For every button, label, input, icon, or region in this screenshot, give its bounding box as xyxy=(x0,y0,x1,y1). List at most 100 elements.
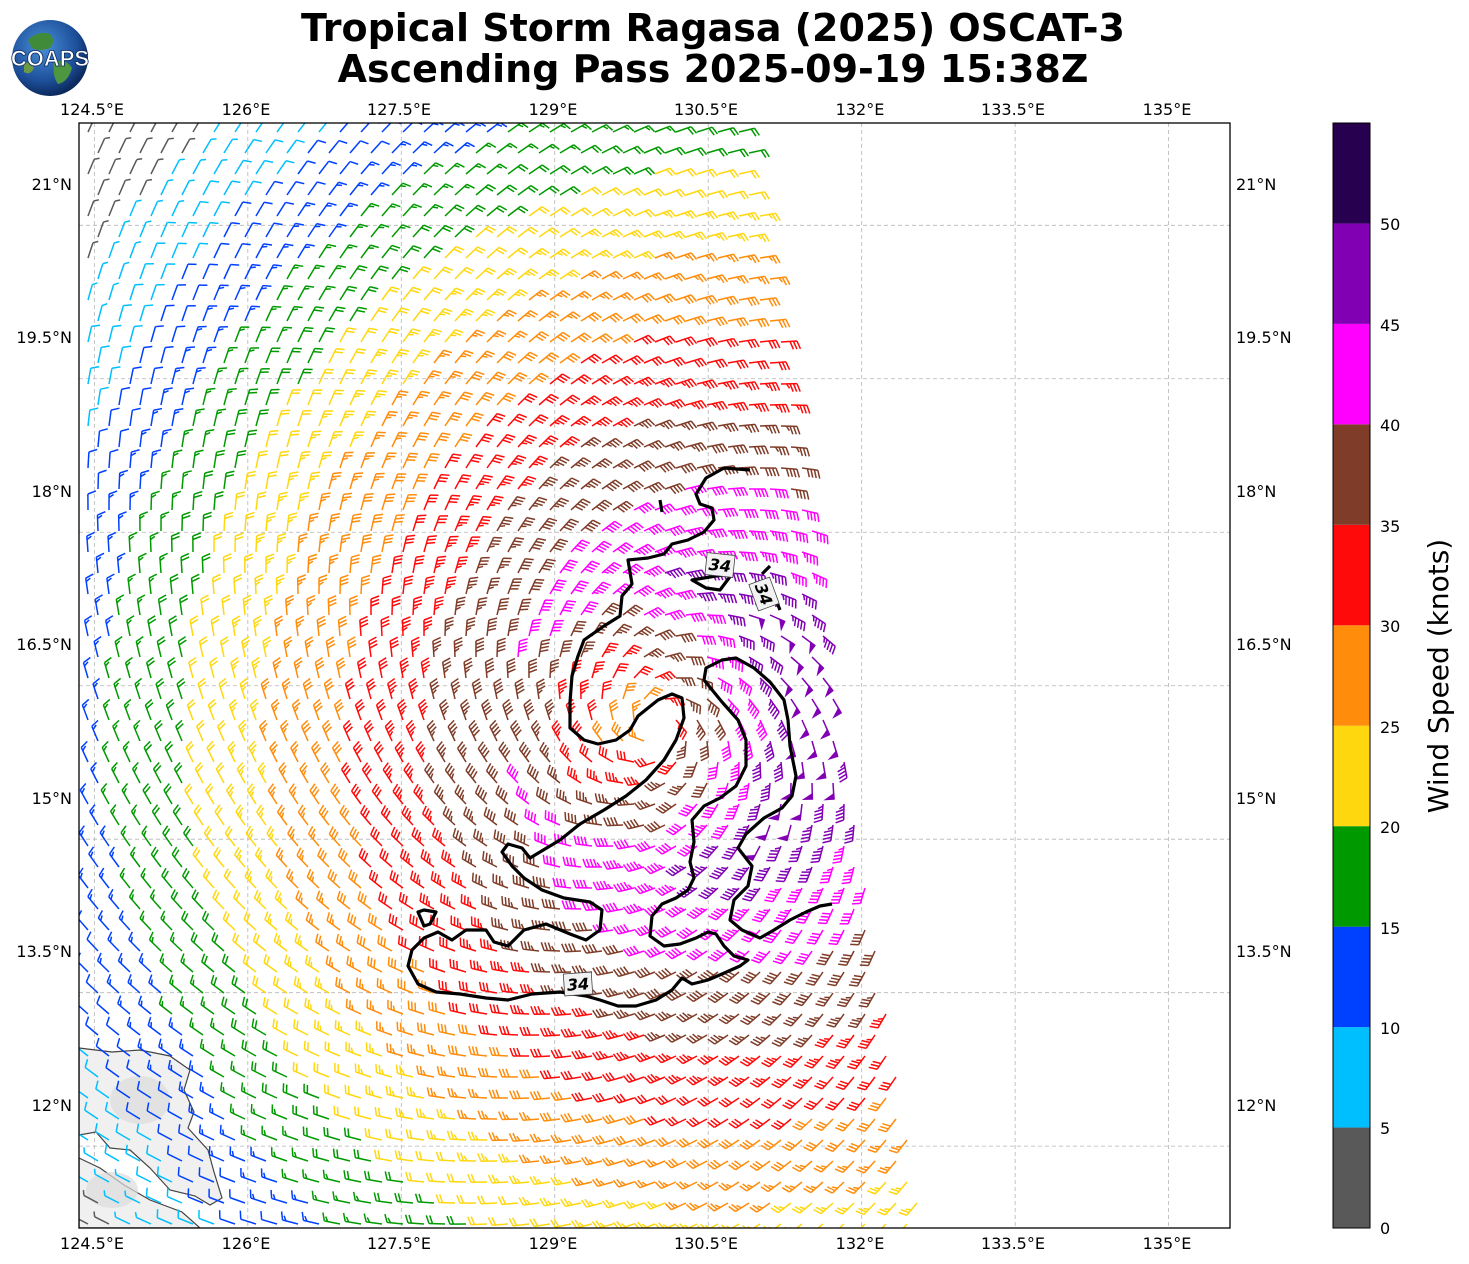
wind-barb xyxy=(297,491,310,511)
wind-barb xyxy=(475,350,495,364)
wind-barb xyxy=(444,204,465,217)
wind-barb xyxy=(360,533,373,553)
wind-barb xyxy=(622,480,644,493)
wind-barb xyxy=(559,600,577,616)
wind-barb xyxy=(738,509,759,519)
wind-barb xyxy=(454,349,474,364)
wind-barb xyxy=(213,284,229,301)
wind-barb xyxy=(633,250,656,260)
lon-tick-bottom: 129°E xyxy=(529,1234,578,1253)
wind-barb xyxy=(570,498,591,511)
wind-barb xyxy=(769,403,790,413)
wind-barb xyxy=(402,369,421,385)
wind-barb xyxy=(832,698,843,719)
wind-barb xyxy=(378,657,388,679)
wind-barb xyxy=(307,347,324,364)
wind-barb xyxy=(276,285,293,301)
wind-barb xyxy=(780,425,801,435)
wind-barb xyxy=(643,606,666,619)
wind-barb xyxy=(349,306,367,322)
wind-barb xyxy=(591,499,613,512)
wind-barb xyxy=(328,471,342,490)
wind-barb xyxy=(296,574,307,595)
wind-barb xyxy=(748,360,770,370)
wind-barb xyxy=(360,452,375,469)
wind-barb xyxy=(370,390,387,406)
wind-barb xyxy=(790,614,806,632)
wind-barb xyxy=(265,512,276,532)
colorbar-tick: 5 xyxy=(1380,1119,1390,1138)
wind-barb xyxy=(580,601,599,616)
wind-barb xyxy=(717,211,740,221)
wind-barb xyxy=(612,623,633,637)
wind-barb xyxy=(496,597,510,616)
wind-barb xyxy=(507,247,529,259)
wind-barb xyxy=(381,244,401,259)
wind-barb xyxy=(727,317,749,327)
wind-barb xyxy=(165,698,175,721)
wind-barb xyxy=(276,201,295,217)
wind-barb xyxy=(145,656,155,679)
wind-barb xyxy=(297,450,311,469)
wind-barb xyxy=(171,408,184,427)
wind-barb xyxy=(580,395,602,406)
wind-barb xyxy=(486,163,508,175)
wind-barb xyxy=(304,636,314,658)
wind-barb xyxy=(349,554,360,574)
wind-barb xyxy=(675,294,698,305)
wind-barb xyxy=(234,326,250,343)
wind-barb xyxy=(209,656,219,679)
wind-barb xyxy=(654,125,677,134)
wind-barb xyxy=(387,677,397,700)
wind-barb xyxy=(265,388,280,406)
wind-barb xyxy=(685,612,707,623)
wind-barb xyxy=(612,333,635,345)
wind-barb xyxy=(612,500,634,513)
wind-barb xyxy=(230,656,240,679)
wind-barb xyxy=(104,615,114,637)
wind-barb xyxy=(769,361,791,371)
wind-barb xyxy=(108,366,121,385)
colorbar-tick: 40 xyxy=(1380,416,1400,435)
wind-barb xyxy=(517,516,536,532)
wind-barb xyxy=(801,551,819,566)
wind-barb xyxy=(144,698,154,721)
wind-barb xyxy=(769,446,790,456)
wind-barb xyxy=(192,367,206,385)
wind-barb xyxy=(118,220,131,238)
wind-barb xyxy=(147,615,157,637)
wind-barb xyxy=(486,329,507,343)
wind-barb xyxy=(780,593,797,609)
wind-barb xyxy=(328,430,343,448)
wind-barb xyxy=(465,246,486,259)
wind-barb xyxy=(601,145,624,154)
wind-barb xyxy=(664,146,687,156)
wind-barb xyxy=(318,123,337,133)
wind-barb xyxy=(769,614,786,632)
wind-barb xyxy=(706,316,728,327)
wind-barb xyxy=(234,491,246,511)
wind-barb xyxy=(192,449,204,469)
wind-barb xyxy=(486,536,503,553)
wind-barb xyxy=(92,677,101,700)
wind-barb xyxy=(433,183,454,196)
wind-barb xyxy=(538,227,560,238)
wind-barb xyxy=(717,127,740,137)
wind-barb xyxy=(234,367,249,385)
wind-barb xyxy=(612,124,635,133)
wind-barb xyxy=(717,337,739,348)
wind-barb xyxy=(570,165,592,175)
wind-barb xyxy=(307,512,319,532)
lat-tick-right: 18°N xyxy=(1236,482,1276,501)
wind-barb xyxy=(633,166,656,176)
wind-barb xyxy=(433,596,444,616)
wind-barb xyxy=(496,516,514,532)
wind-barb xyxy=(727,148,749,158)
wind-barb xyxy=(276,368,292,385)
wind-barb xyxy=(139,345,153,364)
wind-barb xyxy=(381,534,394,553)
wind-barb xyxy=(265,347,281,364)
wind-barb xyxy=(339,202,359,217)
wind-barb xyxy=(432,636,442,658)
wind-barb xyxy=(213,408,227,427)
